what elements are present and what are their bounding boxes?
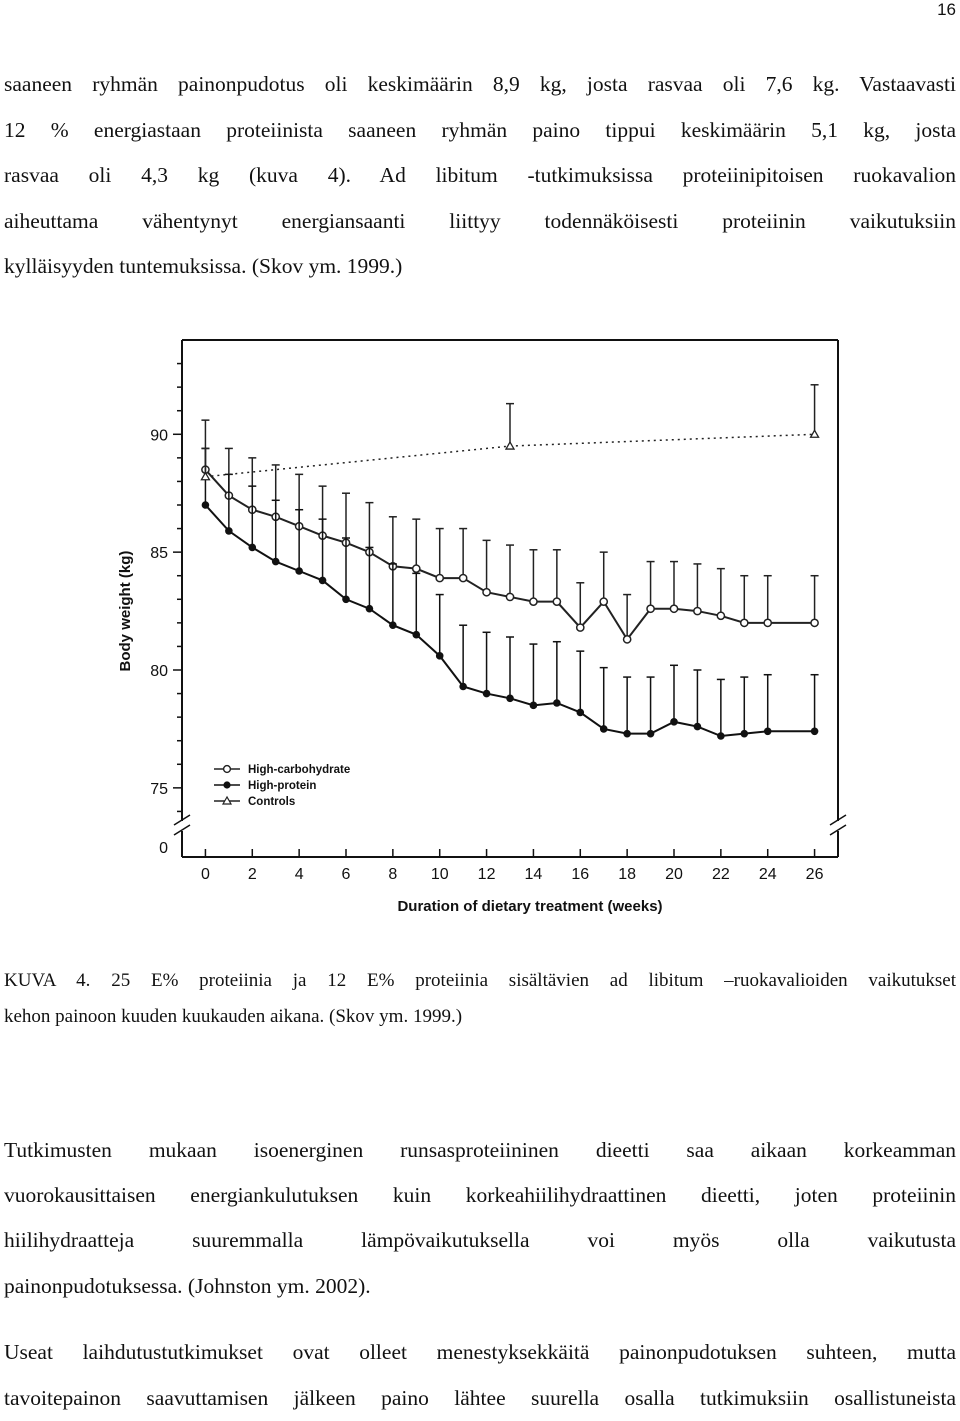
text-line: kylläisyyden tuntemuksissa. (Skov ym. 19…	[4, 244, 956, 290]
data-point	[506, 442, 514, 449]
data-point	[319, 577, 327, 585]
data-point	[506, 694, 514, 702]
text-line: Tutkimusten mukaan isoenerginen runsaspr…	[4, 1128, 956, 1173]
legend-marker	[223, 781, 230, 788]
data-point	[412, 631, 420, 639]
y-axis-title: Body weight (kg)	[117, 551, 134, 672]
y-tick-label: 85	[150, 545, 168, 562]
x-tick-label: 24	[759, 866, 777, 883]
x-tick-label: 14	[525, 866, 543, 883]
data-point	[436, 574, 443, 581]
data-point	[389, 621, 397, 629]
data-point	[600, 598, 607, 605]
x-tick-label: 16	[571, 866, 589, 883]
data-point	[248, 544, 256, 552]
data-point	[295, 567, 303, 575]
data-point	[624, 636, 631, 643]
x-tick-label: 2	[248, 866, 257, 883]
text-line: vuorokausittaisen energiankulutuksen kui…	[4, 1173, 956, 1218]
data-point	[717, 612, 724, 619]
chart-legend: High-carbohydrate High-protein Controls	[214, 764, 350, 808]
y-tick-label: 75	[150, 781, 168, 798]
data-point	[366, 605, 374, 613]
data-point	[576, 709, 584, 717]
legend-label: High-protein	[248, 780, 316, 792]
data-point	[600, 725, 608, 733]
data-point	[530, 702, 538, 710]
data-point	[811, 619, 818, 626]
text-line: saaneen ryhmän painonpudotus oli keskimä…	[4, 62, 956, 108]
data-point	[553, 598, 560, 605]
data-point	[764, 727, 772, 735]
data-point	[577, 624, 584, 631]
text-line: painonpudotuksessa. (Johnston ym. 2002).	[4, 1264, 956, 1309]
data-point	[483, 690, 491, 698]
legend-label: High-carbohydrate	[248, 764, 350, 776]
series-high-carbohydrate	[201, 420, 818, 643]
x-tick-label: 4	[295, 866, 304, 883]
data-point	[202, 501, 210, 509]
data-point	[436, 652, 444, 660]
data-point	[811, 727, 819, 735]
page-number: 16	[937, 0, 956, 20]
text-line: 12 % energiastaan proteiinista saaneen r…	[4, 108, 956, 154]
x-tick-label: 18	[618, 866, 636, 883]
paragraph-3: Useat laihdutustutkimukset ovat olleet m…	[4, 1330, 956, 1421]
data-point	[647, 605, 654, 612]
y-tick-label: 0	[159, 840, 168, 857]
data-point	[764, 619, 771, 626]
y-tick-label: 80	[150, 663, 168, 680]
data-point	[225, 527, 233, 535]
legend-label: Controls	[248, 796, 295, 808]
x-tick-label: 22	[712, 866, 730, 883]
x-tick-label: 8	[388, 866, 397, 883]
data-point	[342, 595, 350, 603]
data-point	[694, 723, 702, 731]
legend-marker	[224, 766, 231, 773]
data-point	[530, 598, 537, 605]
x-tick-label: 20	[665, 866, 683, 883]
data-point	[740, 730, 748, 738]
figure-caption: KUVA 4. 25 E% proteiinia ja 12 E% protei…	[4, 963, 956, 1035]
data-point	[413, 565, 420, 572]
x-tick-label: 0	[201, 866, 210, 883]
x-axis-title: Duration of dietary treatment (weeks)	[397, 898, 662, 915]
text-line: rasvaa oli 4,3 kg (kuva 4). Ad libitum -…	[4, 153, 956, 199]
data-point	[670, 718, 678, 726]
x-tick-label: 26	[806, 866, 824, 883]
y-tick-label: 90	[150, 427, 168, 444]
paragraph-2: Tutkimusten mukaan isoenerginen runsaspr…	[4, 1128, 956, 1309]
x-tick-label: 12	[478, 866, 496, 883]
data-point	[741, 619, 748, 626]
data-point	[460, 574, 467, 581]
data-point	[553, 699, 561, 707]
text-line: aiheuttama vähentynyt energiansaanti lii…	[4, 199, 956, 245]
x-tick-label: 6	[342, 866, 351, 883]
text-line: hiilihydraatteja suuremmalla lämpövaikut…	[4, 1218, 956, 1263]
caption-line: KUVA 4. 25 E% proteiinia ja 12 E% protei…	[4, 963, 956, 999]
data-point	[811, 430, 819, 437]
text-line: Useat laihdutustutkimukset ovat olleet m…	[4, 1330, 956, 1376]
text-line: tavoitepainon saavuttamisen jälkeen pain…	[4, 1376, 956, 1421]
data-point	[272, 558, 280, 566]
series-controls	[201, 385, 818, 480]
paragraph-1: saaneen ryhmän painonpudotus oli keskimä…	[4, 62, 956, 290]
x-tick-label: 10	[431, 866, 449, 883]
data-point	[506, 593, 513, 600]
caption-line: kehon painoon kuuden kuukauden aikana. (…	[4, 999, 956, 1035]
data-point	[670, 605, 677, 612]
data-point	[483, 589, 490, 596]
data-point	[647, 730, 655, 738]
data-point	[623, 730, 631, 738]
data-point	[459, 683, 467, 691]
data-point	[694, 607, 701, 614]
data-point	[717, 732, 725, 740]
